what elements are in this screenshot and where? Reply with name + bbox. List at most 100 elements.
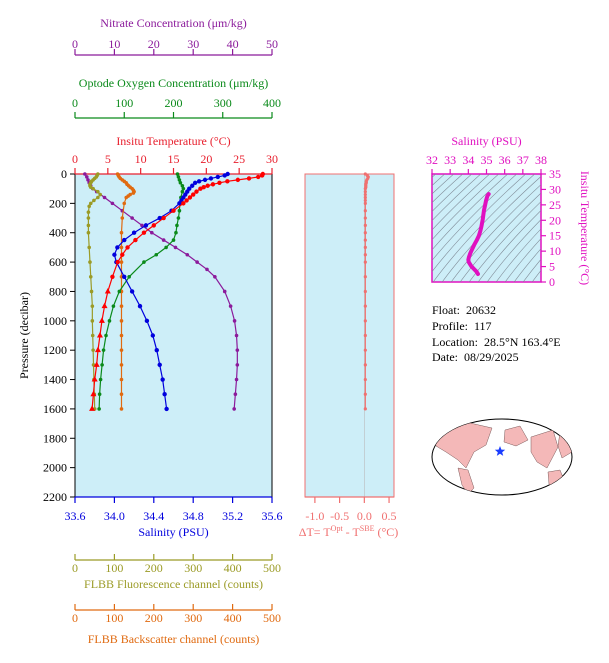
- backscatter-point: [119, 407, 124, 411]
- ts-salinity-tick-label: 35: [481, 153, 493, 167]
- temperature-point: [91, 376, 98, 382]
- ts-temperature-title: Insitu Temperature (°C): [578, 171, 592, 285]
- isopycnal-line: [432, 174, 464, 204]
- oxygen-point: [181, 186, 186, 191]
- fluorescence-point: [87, 204, 91, 209]
- temperature-point: [141, 230, 147, 235]
- salinity-point: [190, 183, 195, 188]
- delta-t-point: [363, 192, 367, 197]
- temperature-point: [151, 223, 156, 228]
- backscatter-point: [119, 230, 124, 235]
- nitrate-point: [140, 223, 144, 228]
- nitrate-point: [234, 377, 239, 382]
- temperature-point: [217, 180, 222, 186]
- delta-t-point: [363, 392, 367, 396]
- backscatter-tick-label: 100: [105, 611, 123, 625]
- oxygen-point: [174, 230, 178, 235]
- temperature-point: [235, 177, 241, 183]
- temperature-point: [181, 201, 186, 206]
- nitrate-point: [85, 175, 89, 179]
- fluorescence-tick-label: 300: [184, 561, 202, 575]
- isopycnal-line: [495, 228, 541, 282]
- backscatter-point: [119, 392, 124, 397]
- salinity-point: [202, 177, 208, 183]
- nitrate-tick-label: 30: [187, 37, 199, 51]
- salinity-tick-label: 35.2: [222, 509, 243, 523]
- temperature-tick-label: 30: [266, 152, 278, 166]
- fluorescence-tick-label: 100: [105, 561, 123, 575]
- temperature-point: [90, 390, 97, 397]
- nitrate-point: [83, 172, 87, 176]
- temperature-point: [104, 287, 111, 294]
- float-location-star-icon: [494, 446, 506, 456]
- oxygen-point: [97, 407, 101, 411]
- nitrate-point: [235, 348, 240, 352]
- temperature-axis-title: Insitu Temperature (°C): [116, 134, 230, 148]
- fluorescence-point: [86, 216, 91, 220]
- backscatter-point: [119, 377, 124, 382]
- salinity-point: [144, 318, 150, 324]
- fluorescence-point: [90, 304, 95, 308]
- fluorescence-tick-label: 500: [263, 561, 281, 575]
- temperature-point: [133, 237, 138, 243]
- salinity-tick-label: 35.6: [262, 509, 283, 523]
- delta-t-point: [363, 275, 367, 279]
- backscatter-tick-label: 500: [263, 611, 281, 625]
- delta-t-point: [363, 238, 367, 242]
- float-location: Location: 28.5°N 163.4°E: [432, 335, 561, 349]
- isopycnal-line: [432, 174, 536, 282]
- float-id: Float: 20632: [432, 303, 497, 317]
- nitrate-point: [150, 230, 154, 235]
- salinity-tick-label: 34.0: [104, 509, 125, 523]
- backscatter-point: [119, 333, 124, 338]
- fluorescence-point: [89, 289, 94, 294]
- salinity-point: [157, 362, 162, 368]
- ts-salinity-tick-label: 32: [426, 153, 438, 167]
- oxygen-point: [104, 333, 108, 338]
- oxygen-point: [164, 245, 168, 250]
- temperature-tick-label: 10: [135, 152, 147, 166]
- nitrate-point: [222, 289, 227, 294]
- nitrate-point: [233, 392, 238, 397]
- oxygen-point: [177, 208, 182, 213]
- backscatter-point: [120, 216, 125, 220]
- salinity-point: [157, 215, 162, 221]
- salinity-axis-title: Salinity (PSU): [138, 525, 208, 539]
- pressure-tick-label: 800: [49, 284, 67, 298]
- nitrate-point: [110, 201, 115, 206]
- nitrate-point: [213, 274, 217, 279]
- nitrate-tick-label: 10: [108, 37, 120, 51]
- fluorescence-point: [90, 319, 95, 323]
- delta-t-point: [363, 187, 367, 191]
- fluorescence-point: [86, 223, 91, 228]
- temperature-point: [205, 183, 210, 188]
- map-landmass: [433, 422, 493, 469]
- nitrate-point: [86, 178, 90, 182]
- isopycnal-line: [432, 174, 518, 261]
- nitrate-point: [232, 407, 236, 411]
- pressure-tick-label: 600: [49, 255, 67, 269]
- backscatter-tick-label: 0: [72, 611, 78, 625]
- pressure-tick-label: 1600: [43, 402, 67, 416]
- salinity-tick-label: 34.4: [143, 509, 164, 523]
- main-plot-area: [74, 173, 273, 498]
- isopycnal-line: [432, 174, 500, 241]
- nitrate-tick-label: 40: [227, 37, 239, 51]
- oxygen-point: [180, 183, 185, 188]
- oxygen-point: [180, 189, 185, 194]
- temperature-point: [110, 274, 115, 279]
- fluorescence-tick-label: 200: [145, 561, 163, 575]
- delta-t-point: [363, 363, 367, 367]
- ts-salinity-title: Salinity (PSU): [451, 134, 521, 148]
- oxygen-point: [154, 252, 159, 257]
- nitrate-point: [161, 238, 166, 242]
- backscatter-point: [119, 348, 124, 352]
- salinity-point: [160, 377, 165, 382]
- isopycnal-line: [432, 174, 446, 186]
- delta-t-point: [363, 223, 367, 227]
- pressure-axis-label: Pressure (decibar): [17, 292, 31, 379]
- temperature-point: [187, 195, 193, 200]
- oxygen-point: [127, 274, 131, 279]
- oxygen-point: [176, 175, 181, 179]
- nitrate-point: [185, 252, 190, 257]
